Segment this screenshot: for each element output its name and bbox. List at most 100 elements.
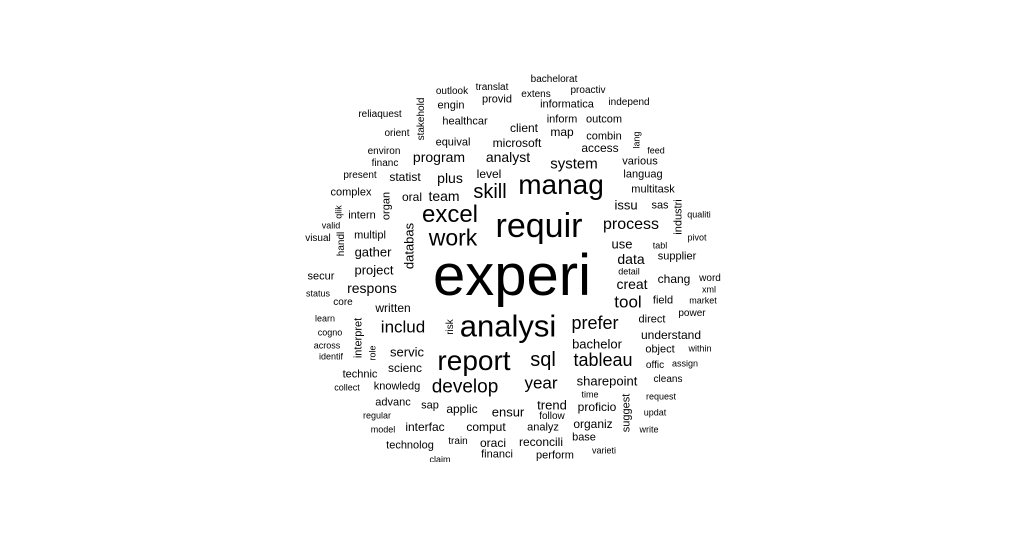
word-organ: organ [380, 191, 393, 221]
word-market: market [689, 295, 717, 306]
word-report: report [437, 345, 511, 376]
word-valid: valid [321, 220, 341, 231]
word-pivot: pivot [687, 232, 707, 243]
word-various: various [622, 155, 658, 168]
word-model: model [370, 424, 396, 435]
word-analyst: analyst [485, 149, 531, 165]
clip-claim: claim [420, 448, 460, 462]
word-supplier: supplier [657, 250, 697, 263]
word-reconcili: reconcili [518, 435, 564, 449]
word-healthcar: healthcar [442, 115, 488, 128]
word-languag: languag [623, 168, 663, 181]
word-prefer: prefer [571, 313, 619, 333]
word-outlook: outlook [435, 86, 469, 97]
word-analysi: analysi [459, 308, 557, 344]
word-oral: oral [401, 190, 423, 204]
word-lang: lang [631, 131, 642, 149]
word-excel: excel [421, 201, 479, 228]
word-translat: translat [475, 82, 509, 93]
word-complex: complex [330, 186, 372, 199]
word-team: team [428, 188, 460, 204]
word-regular: regular [362, 410, 392, 421]
word-client: client [509, 121, 539, 135]
word-written: written [375, 301, 411, 315]
word-financ: financ [371, 158, 399, 169]
word-engin: engin [437, 99, 465, 112]
word-process: process [602, 216, 660, 233]
word-understand: understand [640, 328, 702, 342]
word-creat: creat [616, 276, 648, 292]
word-map: map [550, 125, 574, 139]
word-xml: xml [702, 284, 716, 295]
word-status: status [305, 288, 331, 299]
word-analyz: analyz [527, 421, 559, 434]
word-field: field [652, 294, 674, 307]
word-across: across [313, 340, 341, 351]
word-provid: provid [482, 93, 512, 106]
word-industri: industri [672, 199, 685, 235]
word-outcom: outcom [585, 113, 623, 126]
word-suggest: suggest [620, 393, 633, 433]
word-offic: offic [645, 360, 665, 371]
word-develop: develop [431, 376, 499, 398]
word-bachelorat: bachelorat [530, 74, 578, 85]
word-issu: issu [614, 197, 638, 213]
word-follow: follow [539, 411, 565, 422]
word-multitask: multitask [631, 183, 675, 196]
word-multipl: multipl [354, 229, 386, 242]
word-applic: applic [446, 402, 478, 416]
word-trend: trend [537, 397, 567, 413]
word-interpret: interpret [352, 317, 365, 359]
word-tool: tool [614, 292, 642, 312]
word-sas: sas [651, 199, 669, 212]
word-cogno: cogno [317, 327, 343, 338]
word-inform: inform [546, 113, 578, 126]
word-ensur: ensur [491, 404, 525, 420]
word-within: within [688, 343, 712, 354]
word-comput: comput [466, 420, 506, 434]
word-core: core [333, 297, 353, 308]
word-write: write [639, 424, 659, 435]
word-sharepoint: sharepoint [576, 373, 638, 389]
word-oraci: oraci [479, 436, 507, 450]
word-updat: updat [643, 407, 667, 418]
word-technic: technic [342, 368, 378, 381]
word-intern: intern [348, 209, 376, 222]
word-train: train [448, 436, 468, 447]
word-time: time [581, 389, 599, 400]
word-cleans: cleans [653, 374, 683, 385]
word-secur: secur [307, 270, 335, 283]
word-qualiti: qualiti [687, 209, 711, 220]
word-sap: sap [421, 399, 439, 412]
word-includ: includ [380, 317, 426, 337]
word-microsoft: microsoft [492, 136, 542, 150]
word-base: base [572, 431, 596, 444]
word-advanc: advanc [375, 396, 411, 409]
word-interfac: interfac [405, 420, 445, 434]
word-requir: requir [495, 207, 583, 245]
word-handl: handl [336, 231, 347, 257]
word-technolog: technolog [386, 439, 434, 452]
word-year: year [524, 373, 558, 393]
word-present: present [343, 170, 377, 181]
word-tableau: tableau [573, 350, 633, 370]
word-independ: independ [608, 97, 650, 108]
word-gather: gather [354, 244, 392, 260]
word-statist: statist [389, 170, 421, 184]
word-data: data [617, 251, 645, 267]
word-use: use [611, 236, 633, 252]
word-organiz: organiz [573, 417, 613, 431]
word-informatica: informatica [540, 98, 594, 111]
word-manag: manag [518, 169, 604, 200]
word-equival: equival [435, 136, 471, 149]
word-plus: plus [437, 170, 463, 186]
word-visual: visual [305, 233, 331, 244]
word-request: request [645, 391, 677, 402]
word-bachelor: bachelor [572, 336, 622, 352]
word-servic: servic [390, 344, 424, 360]
word-tabl: tabl [652, 240, 668, 251]
word-power: power [678, 308, 706, 319]
word-access: access [581, 141, 619, 155]
word-combin: combin [586, 130, 622, 143]
